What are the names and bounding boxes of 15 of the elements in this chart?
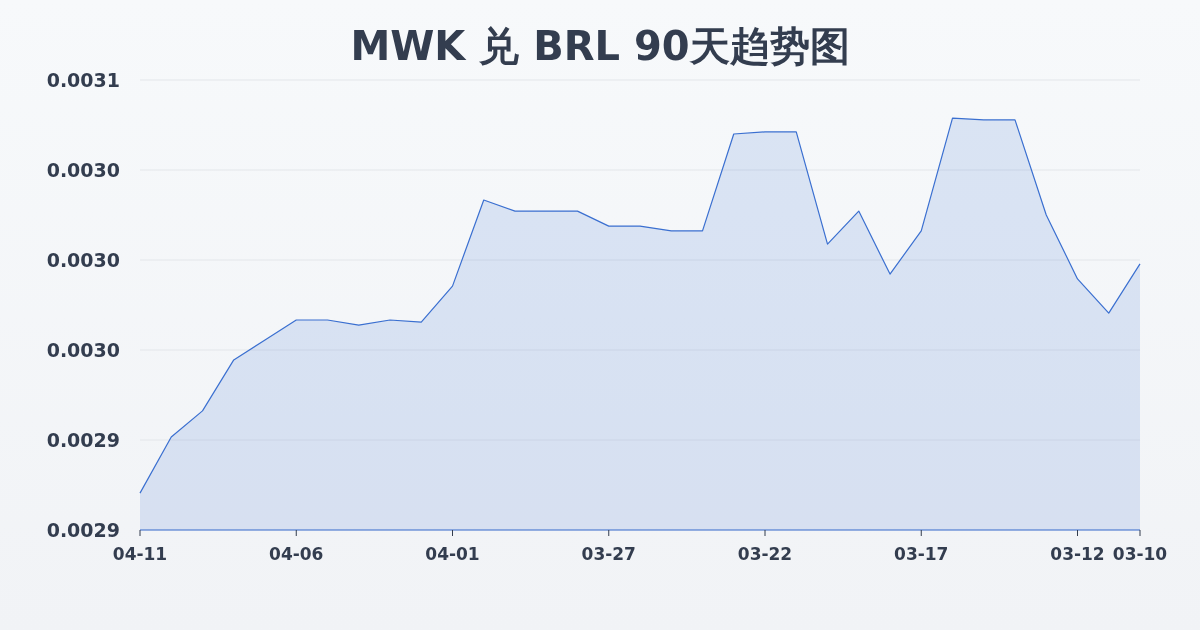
y-tick-label: 0.0029 bbox=[46, 429, 120, 451]
x-tick-label: 03-22 bbox=[737, 544, 793, 564]
x-tick-label: 03-17 bbox=[894, 544, 949, 564]
chart-title: MWK 兑 BRL 90天趋势图 bbox=[350, 23, 850, 69]
x-tick-label: 04-06 bbox=[269, 544, 324, 564]
x-tick-label: 03-12 bbox=[1050, 544, 1105, 564]
x-tick-label: 04-11 bbox=[112, 544, 168, 564]
y-tick-label: 0.0030 bbox=[46, 339, 120, 361]
y-tick-label: 0.0031 bbox=[46, 69, 120, 91]
x-tick-label: 04-01 bbox=[425, 544, 480, 564]
y-tick-label: 0.0030 bbox=[46, 249, 120, 271]
y-tick-label: 0.0029 bbox=[46, 519, 120, 541]
x-tick-label: 03-10 bbox=[1112, 544, 1168, 564]
x-tick-label: 03-27 bbox=[581, 544, 636, 564]
y-tick-label: 0.0030 bbox=[46, 159, 120, 181]
